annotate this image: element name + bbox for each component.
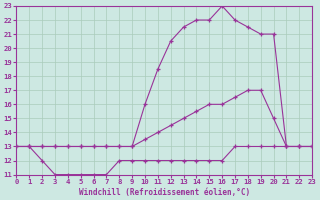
X-axis label: Windchill (Refroidissement éolien,°C): Windchill (Refroidissement éolien,°C): [79, 188, 250, 197]
